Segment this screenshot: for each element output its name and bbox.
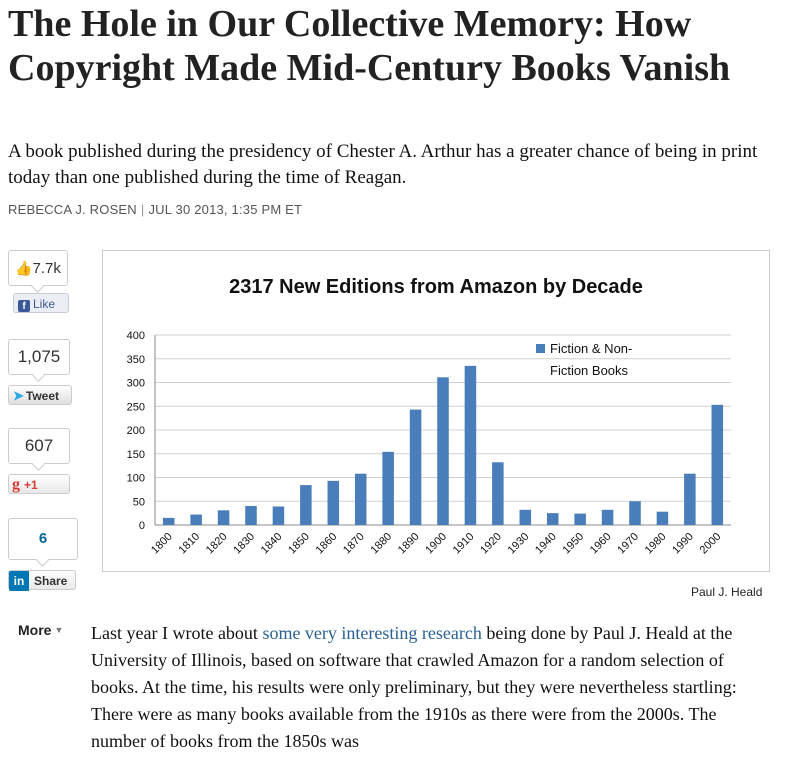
- facebook-like-button[interactable]: f Like: [13, 293, 69, 313]
- bar: [245, 506, 257, 525]
- bar: [217, 510, 230, 525]
- x-tick-label: 1960: [588, 531, 614, 557]
- linkedin-share-label: Share: [34, 574, 68, 588]
- bar: [354, 473, 367, 525]
- x-tick-label: 1930: [506, 531, 532, 557]
- publish-date: JUL 30 2013, 1:35 PM ET: [148, 202, 303, 217]
- y-tick-label: 400: [127, 330, 145, 342]
- googleplus-button[interactable]: g +1: [8, 474, 70, 494]
- bar: [327, 480, 340, 525]
- linkedin-icon: in: [9, 571, 29, 591]
- article-headline: The Hole in Our Collective Memory: How C…: [8, 3, 731, 89]
- article-paragraph: Last year I wrote about some very intere…: [91, 620, 771, 755]
- y-tick-label: 350: [127, 354, 145, 366]
- googleplus-icon: g: [12, 476, 20, 493]
- twitter-count-box: 1,075: [8, 339, 70, 375]
- bar: [711, 404, 724, 525]
- bar: [601, 509, 614, 525]
- bar: [382, 451, 394, 525]
- more-label: More: [18, 622, 52, 638]
- bar: [272, 506, 285, 525]
- bar: [684, 473, 696, 525]
- bar-chart: 2317 New Editions from Amazon by Decade …: [127, 276, 731, 557]
- article-dek: A book published during the presidency o…: [8, 141, 758, 188]
- x-tick-label: 1900: [423, 531, 449, 557]
- x-tick-label: 1830: [231, 531, 257, 557]
- bar: [629, 501, 641, 525]
- bar: [656, 511, 669, 525]
- x-tick-label: 1860: [314, 531, 340, 557]
- y-tick-label: 300: [127, 378, 145, 390]
- chevron-down-icon: ▼: [54, 625, 64, 635]
- twitter-share: 1,075 ➤ Tweet: [8, 339, 72, 405]
- legend-label: Fiction Books: [550, 363, 629, 378]
- twitter-bird-icon: ➤: [13, 388, 24, 403]
- bar: [190, 514, 202, 525]
- facebook-count-box: 👍7.7k: [8, 250, 68, 286]
- x-tick-label: 1920: [478, 531, 504, 557]
- facebook-share: 👍7.7k f Like: [8, 250, 69, 313]
- x-tick-label: 1910: [451, 531, 477, 557]
- thumbs-up-icon: 👍: [15, 260, 33, 276]
- x-tick-label: 1950: [560, 531, 586, 557]
- googleplus-label: +1: [24, 478, 38, 492]
- bar: [492, 462, 504, 525]
- more-menu-button[interactable]: More ▼: [18, 622, 63, 638]
- linkedin-count: 6: [38, 530, 48, 547]
- linkedin-count-box: 6: [8, 518, 78, 560]
- tweet-button[interactable]: ➤ Tweet: [8, 385, 72, 405]
- twitter-count: 1,075: [17, 347, 61, 366]
- x-tick-label: 1890: [396, 531, 422, 557]
- legend-swatch: [536, 344, 545, 353]
- figure-credit: Paul J. Heald: [691, 585, 763, 599]
- research-link[interactable]: some very interesting research: [262, 623, 482, 643]
- x-tick-label: 1810: [176, 531, 202, 557]
- bar: [300, 485, 312, 525]
- chart-figure: 2317 New Editions from Amazon by Decade …: [102, 250, 770, 572]
- x-tick-label: 1940: [533, 531, 559, 557]
- paragraph-text-rest: being done by Paul J. Heald at the Unive…: [91, 623, 737, 751]
- x-tick-label: 1850: [286, 531, 312, 557]
- x-tick-label: 1870: [341, 531, 367, 557]
- byline: REBECCA J. ROSEN | JUL 30 2013, 1:35 PM ET: [8, 202, 302, 217]
- x-tick-label: 1990: [670, 531, 696, 557]
- y-tick-label: 250: [127, 401, 145, 413]
- legend-label: Fiction & Non-: [550, 341, 632, 356]
- x-tick-label: 1840: [259, 531, 285, 557]
- y-tick-label: 0: [139, 520, 145, 532]
- facebook-like-label: Like: [33, 297, 56, 311]
- bar: [409, 409, 422, 525]
- bar: [437, 377, 449, 525]
- author-link[interactable]: REBECCA J. ROSEN: [8, 202, 137, 217]
- bar: [162, 517, 175, 525]
- bar: [546, 513, 559, 525]
- tweet-label: Tweet: [25, 389, 60, 403]
- bar: [464, 365, 477, 525]
- googleplus-count: 607: [24, 436, 54, 455]
- x-tick-label: 1970: [615, 531, 641, 557]
- facebook-count: 7.7k: [32, 260, 61, 277]
- x-tick-label: 1820: [204, 531, 230, 557]
- y-tick-label: 50: [133, 496, 145, 508]
- linkedin-share-button[interactable]: in Share: [8, 570, 76, 591]
- x-tick-label: 1880: [368, 531, 394, 557]
- x-tick-label: 1980: [643, 531, 669, 557]
- y-tick-label: 100: [127, 473, 145, 485]
- x-tick-label: 1800: [149, 531, 175, 557]
- y-tick-label: 200: [127, 425, 145, 437]
- y-tick-label: 150: [127, 449, 145, 461]
- facebook-icon: f: [18, 300, 30, 312]
- paragraph-text-start: Last year I wrote about: [91, 623, 263, 643]
- googleplus-share: 607 g +1: [8, 428, 70, 494]
- x-tick-label: 2000: [698, 531, 724, 557]
- linkedin-share: 6 in Share: [8, 518, 78, 591]
- bar: [574, 513, 586, 525]
- byline-separator: |: [140, 202, 145, 217]
- chart-title: 2317 New Editions from Amazon by Decade: [229, 276, 643, 298]
- googleplus-count-box: 607: [8, 428, 70, 464]
- bar: [519, 509, 532, 525]
